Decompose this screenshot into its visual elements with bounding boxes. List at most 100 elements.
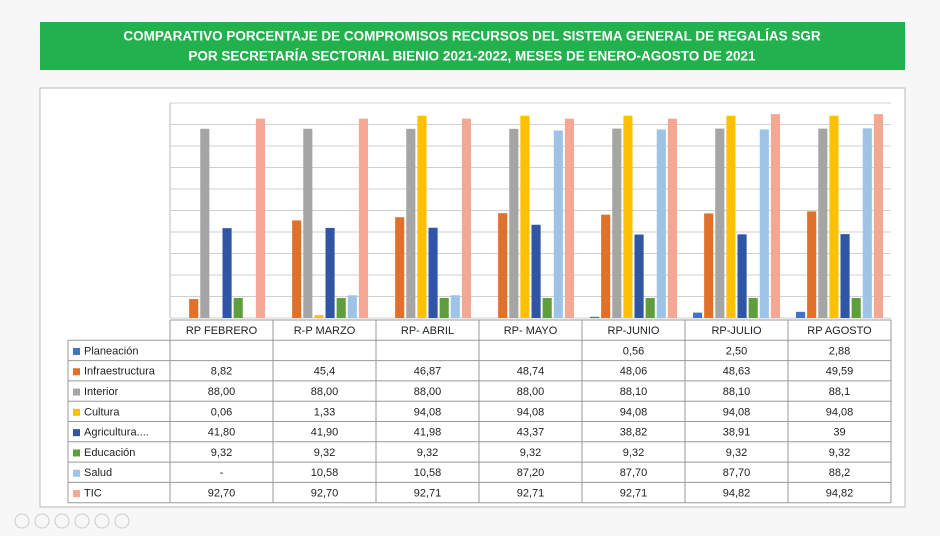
legend-label: Salud: [84, 467, 112, 479]
bar: [693, 312, 703, 318]
table-value: 88,2: [829, 467, 850, 479]
bar: [818, 128, 828, 318]
category-label: RP FEBRERO: [186, 325, 258, 337]
bar: [520, 115, 530, 318]
table-value: 87,70: [620, 467, 648, 479]
category-label: RP-JUNIO: [608, 325, 660, 337]
bar: [726, 115, 736, 318]
table-value: 88,00: [517, 386, 545, 398]
bar: [222, 228, 232, 318]
table-value: 94,08: [414, 406, 442, 418]
legend-swatch: [73, 388, 80, 396]
legend-swatch: [73, 469, 80, 477]
bar: [461, 118, 471, 319]
table-value: 9,32: [623, 447, 644, 459]
bar: [553, 130, 563, 318]
table-value: 92,70: [208, 487, 236, 499]
table-value: 9,32: [726, 447, 747, 459]
bar: [737, 234, 747, 318]
bar: [531, 224, 541, 318]
table-value: 9,32: [520, 447, 541, 459]
table-value: 88,00: [414, 386, 442, 398]
bar: [667, 118, 677, 319]
nav-icons: [14, 513, 130, 529]
table-value: 41,98: [414, 427, 442, 439]
bar: [645, 297, 655, 318]
category-label: RP- MAYO: [504, 325, 558, 337]
table-value: 10,58: [311, 467, 339, 479]
bar: [862, 128, 872, 318]
legend-label: Infraestructura: [84, 366, 156, 378]
table-value: 87,20: [517, 467, 545, 479]
legend-label: Cultura: [84, 406, 120, 418]
table-value: 46,87: [414, 366, 442, 378]
table-value: 92,71: [414, 487, 442, 499]
legend-swatch: [73, 408, 80, 416]
bar: [590, 316, 600, 318]
bar: [704, 213, 714, 318]
table-value: 43,37: [517, 427, 545, 439]
legend-label: Interior: [84, 386, 119, 398]
bar: [347, 295, 357, 318]
table-value: 2,88: [829, 345, 850, 357]
bar: [200, 128, 210, 318]
table-value: -: [220, 467, 224, 479]
table-value: 45,4: [314, 366, 335, 378]
bar: [748, 297, 758, 318]
bar: [840, 234, 850, 318]
table-value: 87,70: [723, 467, 751, 479]
table-value: 94,82: [826, 487, 854, 499]
bar: [417, 115, 427, 318]
table-value: 88,00: [208, 386, 236, 398]
bar: [428, 227, 438, 318]
table-value: 92,70: [311, 487, 339, 499]
bar: [292, 220, 302, 318]
table-value: 41,80: [208, 427, 236, 439]
legend-swatch: [73, 429, 80, 437]
bar: [406, 128, 416, 318]
category-label: R-P MARZO: [294, 325, 356, 337]
bar: [303, 128, 313, 318]
bar: [498, 213, 508, 318]
table-value: 94,82: [723, 487, 751, 499]
category-label: RP- ABRIL: [401, 325, 454, 337]
table-value: 94,08: [620, 406, 648, 418]
table-value: 2,50: [726, 345, 747, 357]
table-value: 88,10: [723, 386, 751, 398]
legend-label: TIC: [84, 487, 102, 499]
bar: [255, 118, 265, 318]
chart-subtitle: POR SECRETARÍA SECTORIAL BIENIO 2021-202…: [188, 49, 756, 64]
bar: [601, 214, 611, 318]
legend-label: Agricultura....: [84, 427, 149, 439]
table-value: 94,08: [723, 406, 751, 418]
bar: [770, 114, 780, 319]
bar: [509, 128, 519, 318]
table-value: 49,59: [826, 366, 854, 378]
table-value: 92,71: [620, 487, 648, 499]
legend-swatch: [73, 449, 80, 457]
bar: [450, 295, 460, 318]
table-value: 9,32: [829, 447, 850, 459]
bar: [873, 114, 883, 319]
table-value: 88,00: [311, 386, 339, 398]
bar: [623, 115, 633, 318]
table-value: 39: [833, 427, 845, 439]
table-value: 9,32: [417, 447, 438, 459]
bar: [829, 115, 839, 318]
table-value: 9,32: [314, 447, 335, 459]
table-value: 88,10: [620, 386, 648, 398]
bar: [358, 118, 368, 318]
bar: [634, 234, 644, 318]
table-value: 92,71: [517, 487, 545, 499]
table-value: 38,91: [723, 427, 751, 439]
bar: [189, 299, 199, 318]
table-value: 94,08: [517, 406, 545, 418]
legend-label: Planeación: [84, 345, 138, 357]
table-value: 48,63: [723, 366, 751, 378]
bar: [851, 297, 861, 318]
bar: [336, 297, 346, 318]
bar: [395, 217, 405, 318]
category-label: RP-JULIO: [711, 325, 762, 337]
bar: [325, 227, 335, 318]
